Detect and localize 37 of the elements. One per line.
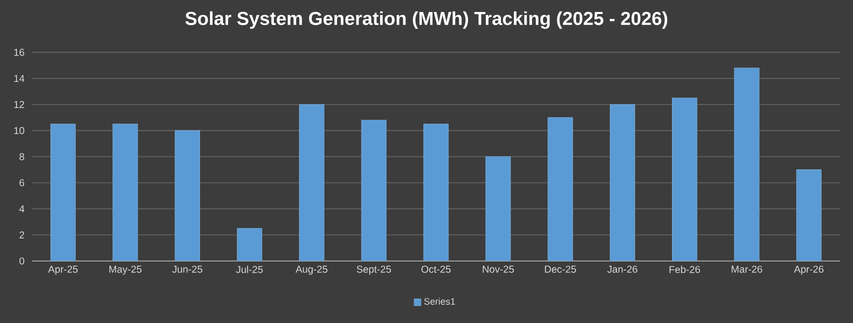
bar (361, 120, 386, 261)
bar (50, 124, 76, 261)
y-tick-label: 2 (20, 231, 24, 238)
bar (486, 156, 511, 261)
y-tick-label: 12 (14, 100, 24, 108)
bar (796, 169, 822, 261)
x-tick-label: Aug-25 (296, 266, 328, 275)
bar (672, 98, 698, 261)
bar (236, 228, 262, 261)
x-tick-label: Mar-26 (732, 266, 762, 273)
y-tick-label: 8 (20, 153, 24, 160)
x-tick-label: Jun-25 (172, 266, 202, 273)
bar (174, 130, 200, 261)
x-tick-label: Dec-25 (545, 266, 576, 273)
y-tick-label: 14 (14, 74, 24, 82)
x-tick-label: Sept-25 (356, 266, 391, 275)
x-tick-label: Nov-25 (482, 266, 514, 273)
bar (299, 104, 324, 261)
legend-label: Series1 (424, 298, 455, 305)
bar (610, 104, 636, 261)
x-tick-label: Oct-25 (421, 266, 451, 273)
y-tick-label: 4 (19, 205, 24, 212)
y-tick-label: 10 (14, 127, 24, 134)
y-tick-label: 16 (14, 48, 24, 56)
x-tick-label: Apr-25 (48, 266, 78, 275)
x-tick-label: May-25 (109, 266, 142, 275)
bar (734, 68, 760, 261)
bar (423, 124, 449, 261)
bar (112, 124, 138, 261)
x-tick-label: Apr-26 (794, 266, 824, 275)
y-tick-label: 6 (20, 179, 24, 186)
x-tick-label: Feb-26 (670, 266, 700, 274)
x-tick-label: Jan-26 (607, 266, 638, 273)
chart-title: Solar System Generation (MWh) Tracking (2025 - 2026) (185, 11, 668, 29)
x-tick-label: Jul-25 (236, 266, 263, 274)
y-tick-label: 0 (19, 257, 24, 265)
bar (548, 117, 573, 261)
